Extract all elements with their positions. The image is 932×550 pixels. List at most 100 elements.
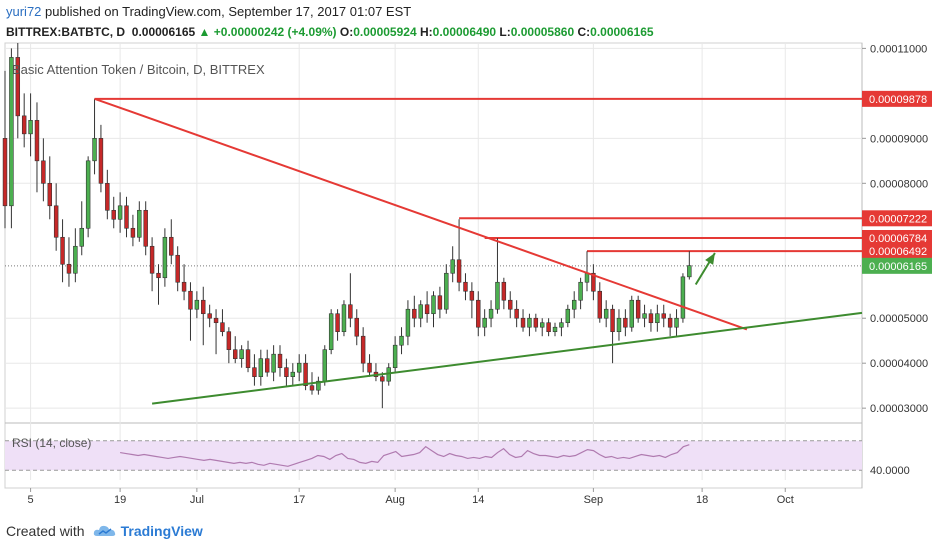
time-tick-label: 5 — [28, 494, 34, 506]
candle — [111, 196, 116, 229]
candle — [341, 300, 347, 337]
rsi-pane: 40.0000 — [5, 440, 910, 477]
rsi-title: RSI (14, close) — [12, 436, 91, 450]
candle-body — [124, 205, 129, 229]
candle — [271, 345, 276, 382]
low-value: 0.00005860 — [510, 25, 575, 39]
candle-body — [9, 57, 14, 207]
candle-body — [405, 308, 411, 337]
tradingview-cloud-icon — [93, 525, 115, 536]
resistance-trend-line[interactable] — [94, 97, 748, 331]
candle-body — [463, 281, 468, 292]
candle — [66, 237, 72, 287]
author-name[interactable]: yuri72 — [6, 4, 42, 19]
candle — [284, 358, 289, 386]
candle — [597, 282, 603, 323]
candle-body — [322, 349, 327, 382]
candle-body — [143, 209, 148, 247]
candle — [188, 282, 193, 341]
candle-body — [437, 295, 443, 310]
candle — [680, 273, 686, 323]
candle — [444, 264, 449, 314]
candle — [124, 196, 129, 238]
candle — [655, 304, 660, 332]
chart-border — [4, 42, 863, 489]
support-trend-line[interactable] — [151, 311, 863, 405]
candle-body — [117, 205, 123, 220]
price-level-badge — [862, 257, 932, 274]
candle — [239, 345, 244, 368]
candle — [348, 273, 353, 328]
candle — [175, 246, 180, 292]
candle-body — [469, 290, 475, 301]
price-level-label: 0.00009878 — [869, 94, 927, 106]
candle — [501, 277, 507, 310]
candle-body — [296, 362, 302, 373]
candle — [354, 309, 359, 346]
published-text: published on TradingView.com, September … — [41, 4, 412, 19]
candle — [73, 228, 78, 283]
candle-body — [648, 313, 654, 324]
candle-body — [85, 160, 91, 229]
candle — [373, 363, 379, 382]
candle-body — [584, 272, 590, 283]
chart-area[interactable]: 40.0000 0.000030000.000040000.000050000.… — [0, 0, 932, 515]
time-scale[interactable]: 5 19 Jul 17 Aug 14 Sep 18 Oct — [28, 488, 794, 506]
candle-body — [597, 290, 603, 319]
candle-body — [15, 57, 21, 117]
horizontal-levels — [5, 97, 862, 267]
candle-body — [412, 308, 417, 319]
candle-body — [239, 349, 244, 359]
price-change: +0.00000242 (+4.09%) — [213, 25, 337, 39]
candle-body — [610, 308, 615, 333]
candle — [264, 349, 270, 377]
tradingview-brand[interactable]: TradingView — [120, 523, 203, 539]
candle — [367, 354, 372, 377]
candle-body — [418, 304, 423, 319]
open-value: 0.00005924 — [353, 25, 417, 39]
candle — [476, 291, 481, 337]
candle — [226, 327, 232, 364]
candle-body — [444, 272, 449, 310]
candle-body — [309, 385, 315, 391]
candle — [565, 304, 571, 328]
candle — [316, 376, 321, 395]
price-level-badge — [862, 229, 932, 246]
time-tick-label: 14 — [472, 494, 484, 506]
candle-body — [335, 313, 340, 333]
candle — [92, 98, 97, 175]
candle-body — [687, 265, 692, 278]
candle-body — [181, 281, 187, 292]
price-scale[interactable]: 0.00003000 0.00004000 0.00005000 0.00008000… — [862, 43, 932, 415]
candle-body — [162, 236, 168, 279]
candle-body — [137, 209, 142, 238]
candle-body — [635, 299, 641, 319]
candle — [194, 291, 200, 319]
candle-body — [552, 326, 558, 333]
candle-body — [629, 299, 634, 328]
candle — [495, 238, 500, 314]
candle — [437, 286, 443, 319]
candle-body — [674, 317, 679, 328]
candle — [648, 309, 654, 332]
candle — [520, 309, 526, 332]
candle — [469, 282, 475, 319]
candle-body — [546, 322, 551, 333]
candles — [2, 43, 692, 409]
candle-body — [111, 209, 116, 220]
candle — [149, 237, 155, 292]
candle — [169, 219, 174, 265]
candle-body — [520, 317, 526, 328]
trend-lines[interactable] — [94, 97, 863, 405]
candle-body — [623, 317, 628, 328]
candle — [405, 300, 411, 346]
ohlc-header: BITTREX:BATBTC, D 0.00006165 ▲ +0.000002… — [6, 25, 654, 39]
time-tick-label: Oct — [777, 494, 794, 506]
candle — [258, 349, 264, 386]
candle-body — [354, 317, 359, 337]
candle-body — [175, 254, 180, 283]
candle — [21, 93, 27, 148]
price-level-badge — [862, 90, 932, 107]
candle-body — [642, 313, 647, 319]
candle — [399, 327, 404, 355]
